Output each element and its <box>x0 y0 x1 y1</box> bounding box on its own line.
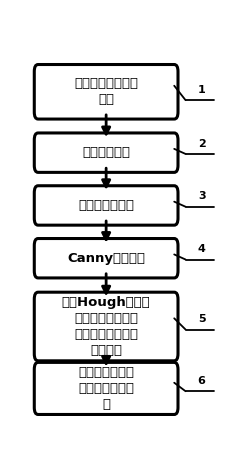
FancyBboxPatch shape <box>34 362 178 414</box>
FancyBboxPatch shape <box>34 186 178 225</box>
Text: 均值滤波去噪: 均值滤波去噪 <box>82 146 130 159</box>
Text: 4: 4 <box>198 244 206 254</box>
Text: 工业相机获取圆孔
图像: 工业相机获取圆孔 图像 <box>74 77 138 106</box>
Text: 1: 1 <box>198 85 205 95</box>
Text: 5: 5 <box>198 314 205 324</box>
Text: 最小区域包容法
检测圆孔圆度误
差: 最小区域包容法 检测圆孔圆度误 差 <box>78 366 134 411</box>
FancyBboxPatch shape <box>34 64 178 119</box>
Text: 2: 2 <box>198 138 205 149</box>
Text: Canny边缘检测: Canny边缘检测 <box>67 252 145 265</box>
FancyBboxPatch shape <box>34 292 178 361</box>
Text: 自适应阈值分割: 自适应阈值分割 <box>78 199 134 212</box>
FancyBboxPatch shape <box>34 133 178 172</box>
Text: 6: 6 <box>198 376 206 386</box>
Text: 3: 3 <box>198 191 205 202</box>
FancyBboxPatch shape <box>34 239 178 278</box>
Text: 改进Hough圆变换
拟合算法快速获取
圆孔的圆心坐标及
圆孔半径: 改进Hough圆变换 拟合算法快速获取 圆孔的圆心坐标及 圆孔半径 <box>62 296 151 357</box>
